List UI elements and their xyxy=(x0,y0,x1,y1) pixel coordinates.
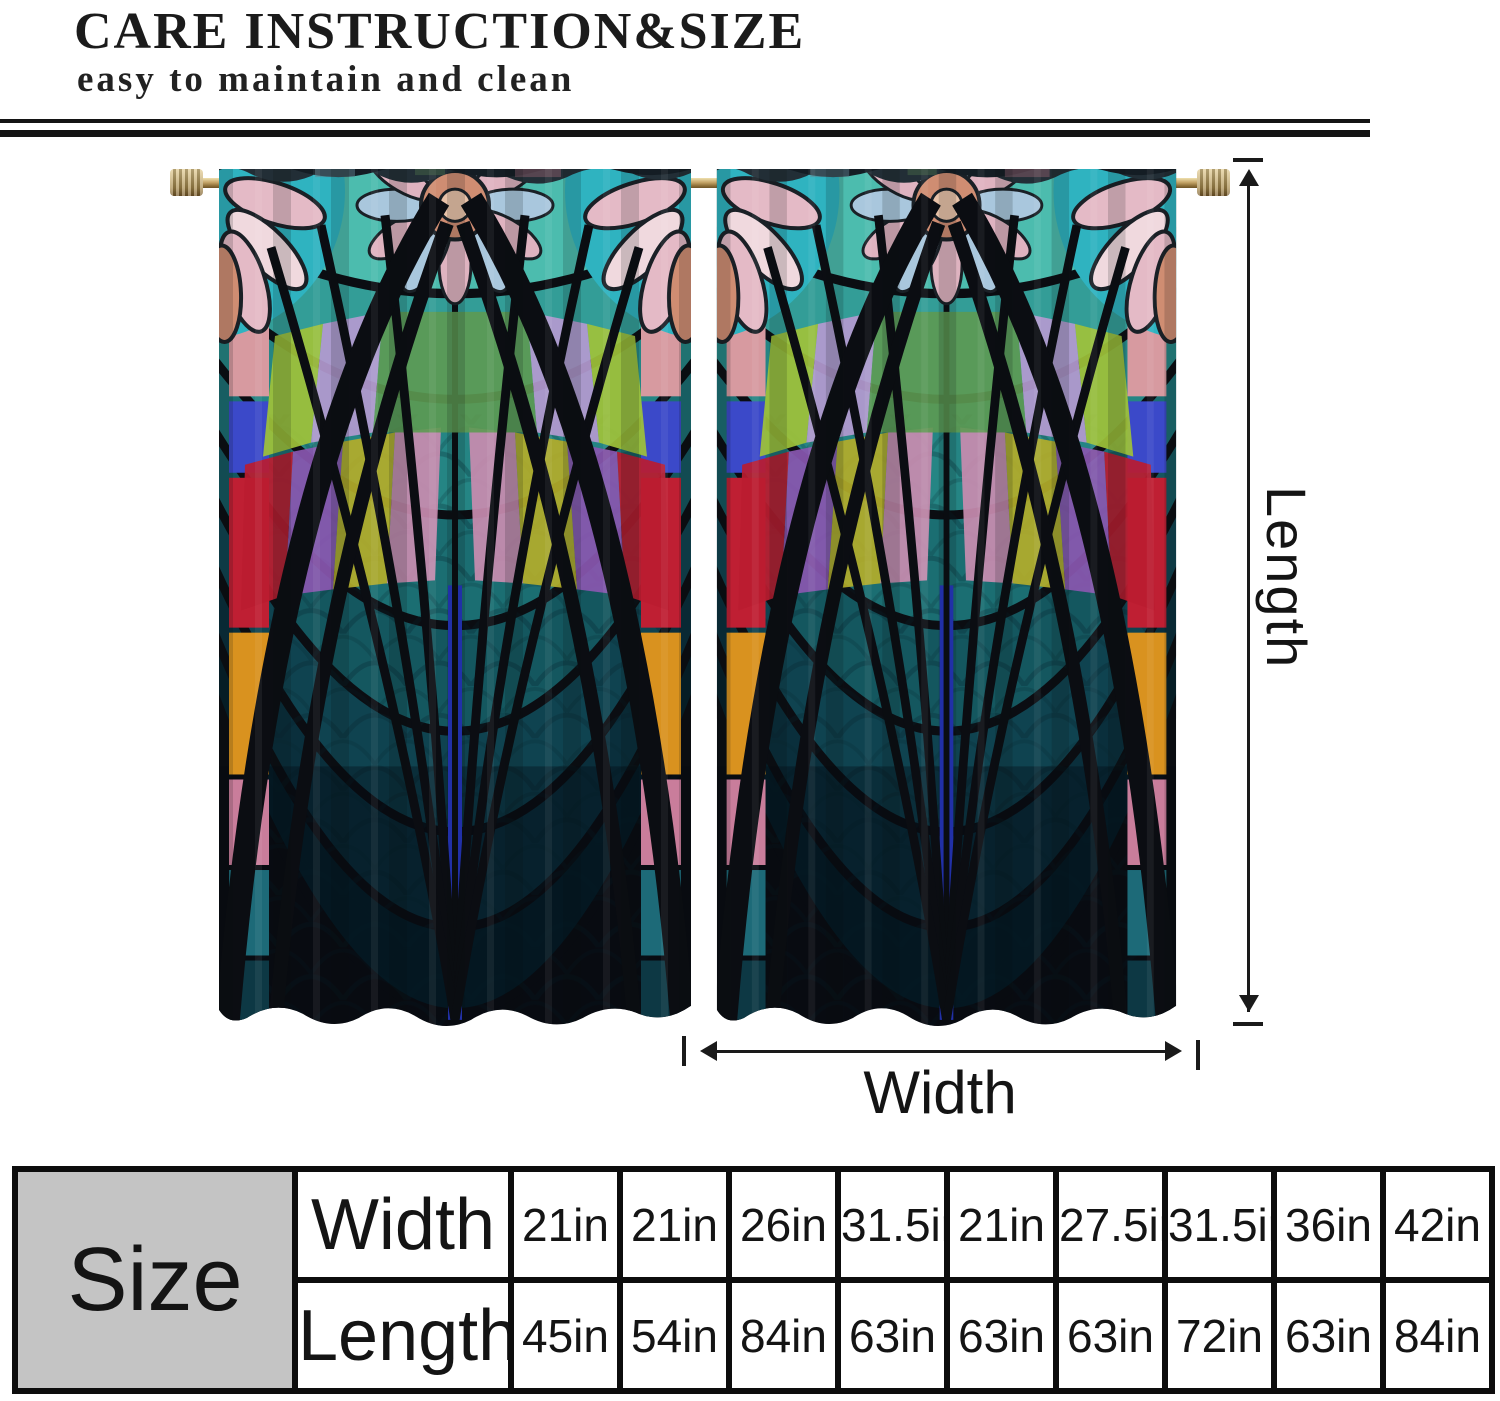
length-value: 45in xyxy=(508,1277,623,1394)
width-value: 42in xyxy=(1380,1166,1495,1283)
width-value: 21in xyxy=(617,1166,732,1283)
length-tick-bottom xyxy=(1233,1022,1263,1026)
width-value: 36in xyxy=(1271,1166,1386,1283)
divider-line-thin xyxy=(0,119,1370,123)
curtain-panel-right xyxy=(713,163,1180,1043)
width-tick-right xyxy=(1196,1040,1200,1070)
width-arrowhead-left-icon xyxy=(700,1041,717,1061)
width-value: 21in xyxy=(944,1166,1059,1283)
page-subtitle: easy to maintain and clean xyxy=(77,59,575,100)
table-row-width: Size Width 21in 21in 26in 31.5in 21in 27… xyxy=(12,1166,1495,1394)
length-value: 63in xyxy=(1271,1277,1386,1394)
length-value: 63in xyxy=(944,1277,1059,1394)
rod-finial-left xyxy=(170,169,203,196)
width-value: 27.5in xyxy=(1053,1166,1168,1283)
width-value: 26in xyxy=(726,1166,841,1283)
table-row-length: Length 45in 54in 84in 63in 63in 63in 72i… xyxy=(15,1277,1495,1394)
width-tick-left xyxy=(682,1036,686,1066)
curtain-panel-left xyxy=(219,169,691,1027)
length-value: 84in xyxy=(726,1277,841,1394)
length-arrowhead-up-icon xyxy=(1239,169,1259,186)
page-title: CARE INSTRUCTION&SIZE xyxy=(74,3,806,60)
width-arrow-line xyxy=(716,1050,1166,1053)
width-value: 31.5in xyxy=(835,1166,950,1283)
length-label: Length xyxy=(1255,486,1318,670)
width-value: 21in xyxy=(508,1166,623,1283)
width-row-header: Width xyxy=(292,1166,514,1283)
size-table: Size Width 21in 21in 26in 31.5in 21in 27… xyxy=(12,1166,1495,1394)
size-corner-cell: Size xyxy=(12,1166,298,1394)
length-value: 54in xyxy=(617,1277,732,1394)
length-value: 84in xyxy=(1380,1277,1495,1394)
length-row-header: Length xyxy=(292,1277,514,1394)
width-arrowhead-right-icon xyxy=(1165,1041,1182,1061)
length-tick-top xyxy=(1233,158,1263,162)
length-arrow-line xyxy=(1247,176,1250,1012)
divider-line-thick xyxy=(0,130,1370,137)
length-arrowhead-down-icon xyxy=(1239,995,1259,1012)
width-value: 31.5in xyxy=(1162,1166,1277,1283)
length-value: 63in xyxy=(835,1277,950,1394)
length-value: 72in xyxy=(1162,1277,1277,1394)
width-label: Width xyxy=(863,1059,1017,1126)
rod-finial-right xyxy=(1197,169,1230,196)
curtain-rod xyxy=(196,178,1204,188)
length-value: 63in xyxy=(1053,1277,1168,1394)
